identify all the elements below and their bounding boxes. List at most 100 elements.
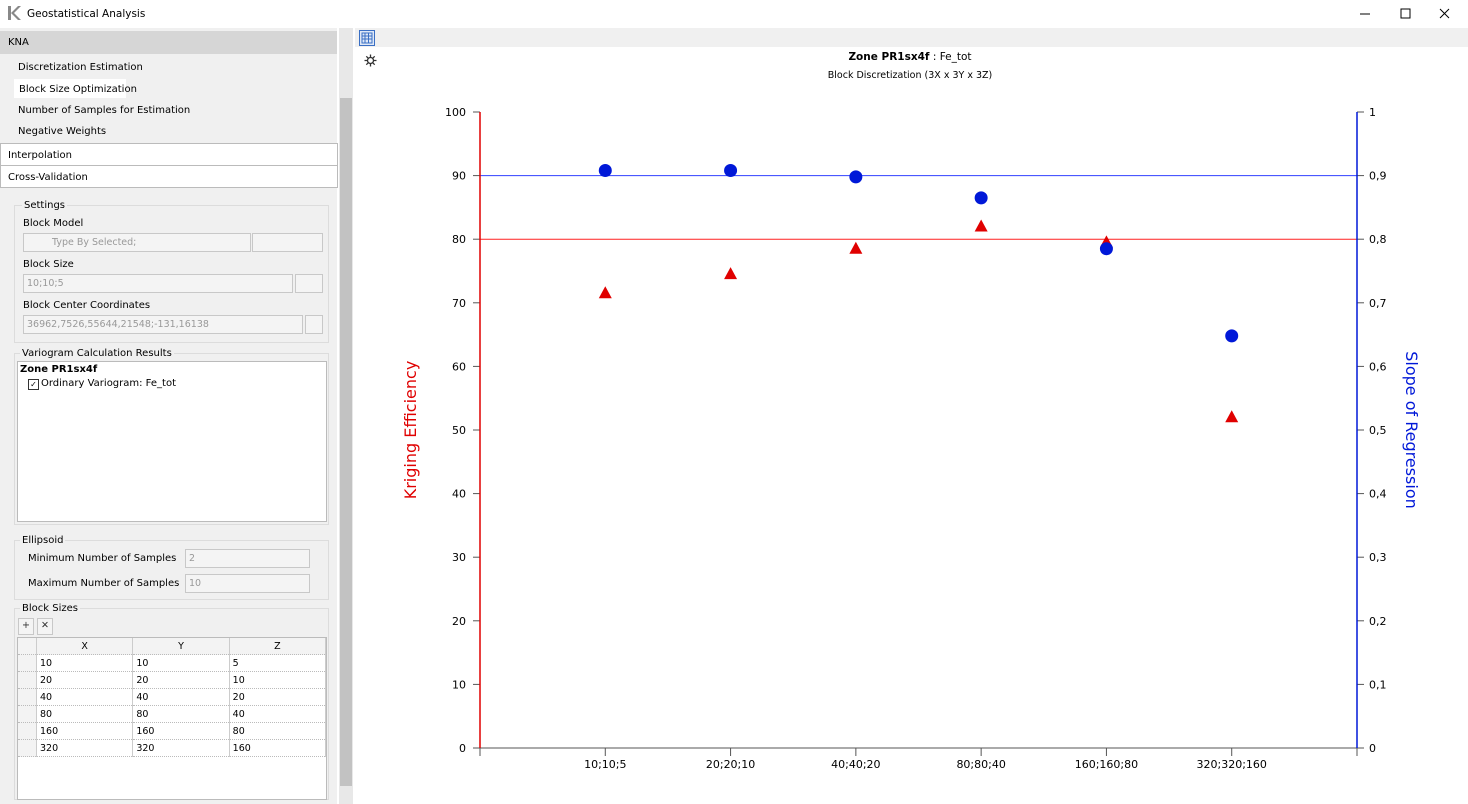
input[interactable]: 10 (185, 574, 310, 593)
y-tick-label: 80 (452, 233, 466, 246)
column-header[interactable]: Z (229, 638, 327, 655)
group-title: Settings (22, 200, 68, 211)
cell: 320 (132, 739, 230, 757)
column-header[interactable]: Y (132, 638, 230, 655)
row[interactable]: 20 20 10 (18, 671, 327, 689)
group-title: Block Sizes (20, 603, 80, 614)
row[interactable]: 80 80 40 (18, 705, 327, 723)
y-tick-label: 0 (459, 742, 466, 755)
input[interactable]: 10;10;5 (23, 274, 293, 293)
cell: 160 (36, 722, 134, 740)
y-tick-label: 90 (452, 170, 466, 183)
y2-tick-label: 0,4 (1369, 488, 1387, 501)
chart-subtitle: Block Discretization (3X x 3Y x 3Z) (828, 70, 992, 81)
y-tick-label: 50 (452, 424, 466, 437)
y2-tick-label: 0,5 (1369, 424, 1387, 437)
menu-item[interactable]: Number of Samples for Estimation (18, 105, 191, 116)
y-axis-label: Kriging Efficiency (401, 361, 420, 500)
x-tick-label: 10;10;5 (584, 758, 626, 771)
group-title: Ellipsoid (20, 535, 66, 546)
cell: 160 (229, 739, 327, 757)
x-tick-label: 160;160;80 (1075, 758, 1138, 771)
menu-item[interactable]: Discretization Estimation (18, 62, 143, 73)
cell: 40 (132, 688, 230, 706)
kna-label: KNA (8, 37, 29, 48)
y-tick-label: 60 (452, 360, 466, 373)
cell: 20 (132, 671, 230, 689)
input[interactable]: 2 (185, 549, 310, 568)
settings-button[interactable] (364, 54, 377, 67)
point-triangle (1225, 410, 1239, 423)
cell: 40 (36, 688, 134, 706)
y-tick-label: 10 (452, 678, 466, 691)
section[interactable]: Cross-Validation (0, 165, 338, 188)
section-label: Interpolation (8, 150, 72, 161)
button[interactable] (295, 274, 323, 293)
scrollbar[interactable] (339, 28, 353, 804)
cell: 160 (132, 722, 230, 740)
y2-tick-label: 0,8 (1369, 233, 1387, 246)
table-button[interactable] (359, 30, 375, 46)
y-tick-label: 40 (452, 488, 466, 501)
point-triangle (974, 219, 988, 232)
point-circle (598, 164, 612, 178)
point-triangle (598, 286, 612, 299)
window-title: Geostatistical Analysis (27, 8, 146, 20)
x-tick-label: 320;320;160 (1197, 758, 1267, 771)
input[interactable]: 36962,7526,55644,21548;-131,16138 (23, 315, 303, 334)
tree-node[interactable]: Zone PR1sx4f (20, 364, 98, 375)
section[interactable]: Interpolation (0, 143, 338, 166)
chart-toolbar (355, 28, 1468, 47)
cell: 80 (229, 722, 327, 740)
point-triangle (724, 267, 738, 280)
label: Minimum Number of Samples (28, 553, 177, 564)
cell: 20 (36, 671, 134, 689)
cell: 10 (132, 654, 230, 672)
y2-tick-label: 0,6 (1369, 360, 1387, 373)
button[interactable] (305, 315, 323, 334)
menu-item[interactable]: Block Size Optimization (19, 84, 137, 95)
cell: 40 (229, 705, 327, 723)
label: Maximum Number of Samples (28, 578, 180, 589)
row[interactable]: 10 10 5 (18, 654, 327, 672)
input[interactable]: Type By Selected; (23, 233, 251, 252)
grid: X Y Z 10 10 5 20 20 10 40 40 20 80 80 40 160 160 80 320 320… (17, 637, 327, 800)
column-header[interactable]: X (36, 638, 134, 655)
cell: 10 (36, 654, 134, 672)
point-circle (849, 170, 863, 184)
cell: 80 (132, 705, 230, 723)
tree-node[interactable]: Ordinary Variogram: Fe_tot (41, 378, 176, 389)
y-tick-label: 100 (445, 106, 466, 119)
label: Block Center Coordinates (23, 300, 151, 311)
chart: Zone PR1sx4f : Fe_tot Block Discretizati… (401, 51, 1421, 771)
add-button[interactable]: + (18, 618, 34, 635)
row[interactable]: 320 320 160 (18, 739, 327, 757)
delete-button[interactable]: ✕ (37, 618, 53, 635)
window-controls[interactable] (1350, 0, 1468, 28)
app-icon (8, 6, 21, 20)
y2-tick-label: 1 (1369, 106, 1376, 119)
chart-title: Zone PR1sx4f : Fe_tot (848, 51, 971, 63)
point-circle (1225, 329, 1239, 343)
cell: 10 (229, 671, 327, 689)
y2-tick-label: 0,1 (1369, 678, 1387, 691)
row[interactable]: 40 40 20 (18, 688, 327, 706)
y-tick-label: 30 (452, 551, 466, 564)
kna-header[interactable]: KNA (0, 31, 337, 54)
y2-tick-label: 0 (1369, 742, 1376, 755)
toolbar-buttons[interactable] (252, 233, 323, 252)
chart-title-zone: Zone PR1sx4f (848, 51, 929, 63)
cell: 20 (229, 688, 327, 706)
y2-tick-label: 0,7 (1369, 297, 1387, 310)
y2-axis-label: Slope of Regression (1402, 351, 1421, 509)
x-tick-label: 20;20;10 (706, 758, 755, 771)
menu-item[interactable]: Negative Weights (18, 126, 107, 137)
menu-selected (14, 79, 126, 98)
cell: 320 (36, 739, 134, 757)
row[interactable]: 160 160 80 (18, 722, 327, 740)
y2-tick-label: 0,3 (1369, 551, 1387, 564)
cell: 5 (229, 654, 327, 672)
y2-tick-label: 0,9 (1369, 170, 1387, 183)
checkbox[interactable]: ✓ (28, 379, 39, 390)
